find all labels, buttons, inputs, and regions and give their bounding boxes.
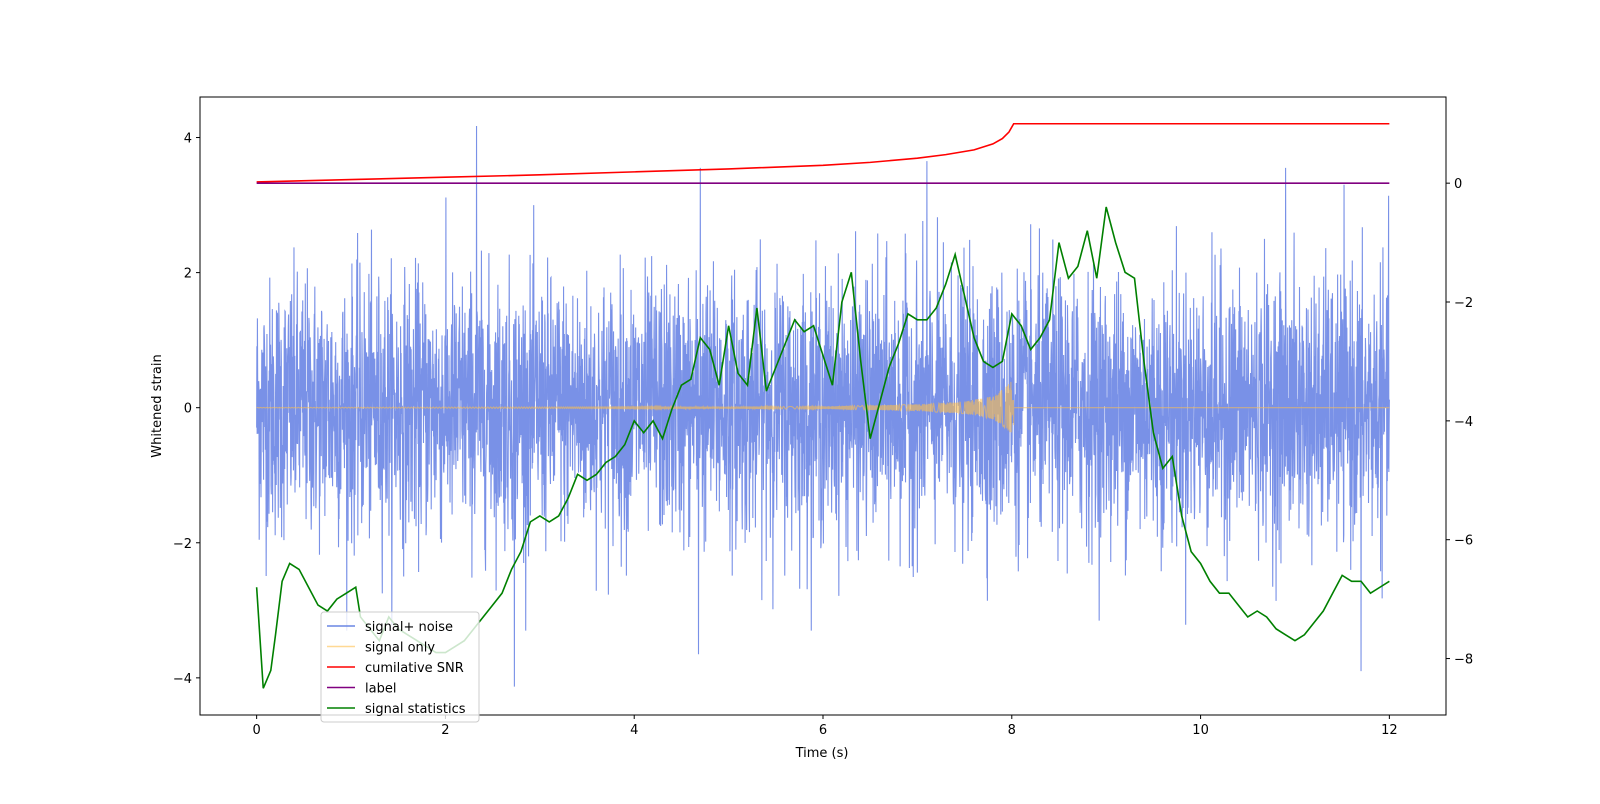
y-left-tick-label: −2 — [173, 537, 192, 552]
x-tick-label: 8 — [1008, 723, 1016, 738]
y-right-tick-label: −8 — [1454, 653, 1473, 668]
y-left-tick-label: 4 — [184, 132, 192, 147]
legend-label: cumilative SNR — [365, 661, 464, 676]
x-tick-label: 4 — [630, 723, 638, 738]
x-axis-label: Time (s) — [795, 746, 849, 761]
legend: signal+ noise signal only cumilative SNR la… — [320, 611, 480, 723]
x-tick-label: 2 — [441, 723, 449, 738]
y-right-tick-label: −4 — [1454, 415, 1473, 430]
y-right-tick-label: −6 — [1454, 534, 1473, 549]
series-cumulative-snr-line — [256, 122, 1390, 183]
y-left-tick-label: 2 — [184, 267, 192, 282]
legend-label: signal statistics — [365, 702, 466, 717]
legend-label: signal only — [365, 641, 435, 656]
x-tick-label: 10 — [1192, 723, 1209, 738]
y-left-tick-label: 0 — [184, 402, 192, 417]
legend-label: signal+ noise — [365, 620, 453, 635]
legend-label: label — [365, 682, 396, 697]
series-signal-noise-line — [256, 126, 1390, 687]
plot-area — [255, 122, 1390, 689]
legend-box — [320, 611, 480, 723]
ticks: 0 2 4 6 8 10 12 −4 −2 0 2 4 −8 −6 −4 −2 0 — [173, 132, 1473, 738]
x-tick-label: 6 — [819, 723, 827, 738]
x-tick-label: 0 — [252, 723, 260, 738]
x-tick-label: 12 — [1381, 723, 1398, 738]
y-axis-label-left: Whitened strain — [150, 354, 165, 457]
y-right-tick-label: −2 — [1454, 296, 1473, 311]
y-right-tick-label: 0 — [1454, 177, 1462, 192]
series-signal-only-line — [256, 381, 1390, 433]
y-left-tick-label: −4 — [173, 672, 192, 687]
